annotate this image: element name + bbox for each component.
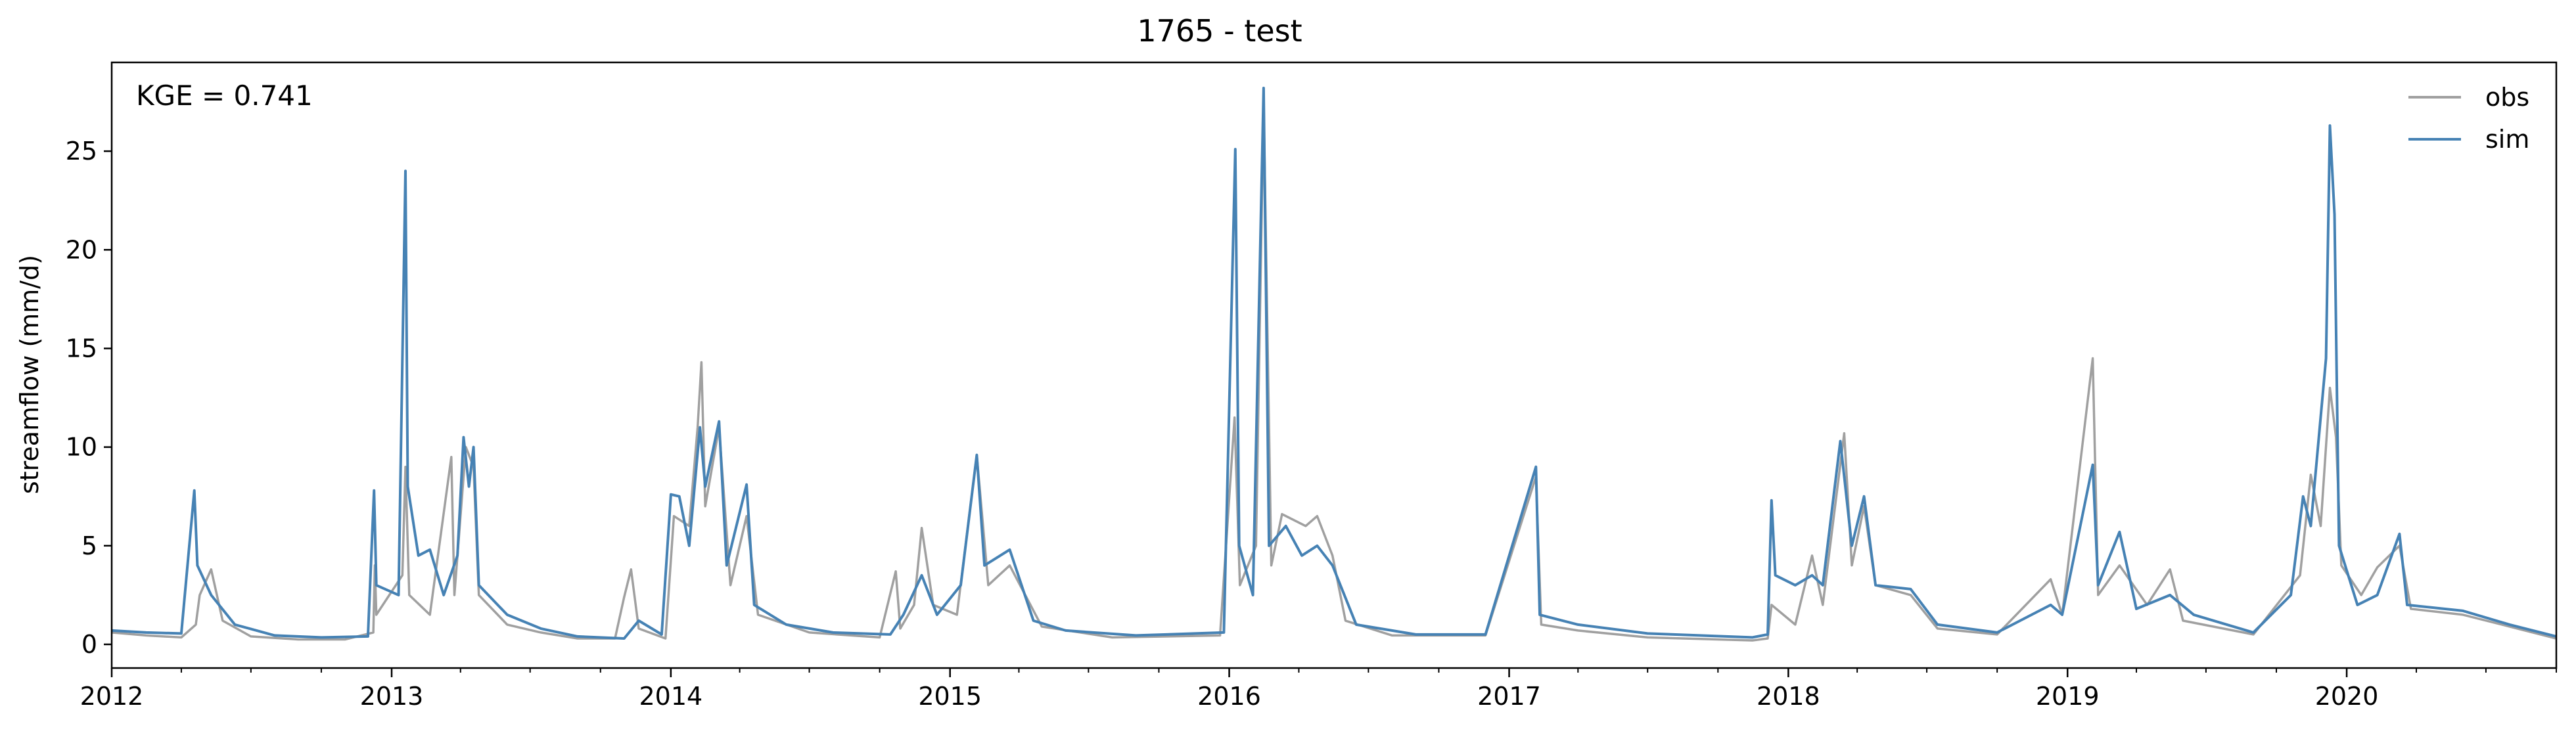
plot-frame xyxy=(110,61,2558,669)
x-tick-label: 2020 xyxy=(2315,682,2379,711)
chart-title: 1765 - test xyxy=(1137,13,1302,49)
legend: obs sim xyxy=(2408,83,2529,154)
x-tick-label: 2012 xyxy=(80,682,144,711)
legend-label-sim: sim xyxy=(2485,125,2529,154)
kge-annotation: KGE = 0.741 xyxy=(136,79,313,112)
x-tick-label: 2017 xyxy=(1477,682,1541,711)
x-tick-label: 2014 xyxy=(639,682,702,711)
x-tick-label: 2016 xyxy=(1197,682,1261,711)
x-tick-label: 2013 xyxy=(360,682,424,711)
series-line-obs xyxy=(111,100,2557,642)
x-tick-label: 2018 xyxy=(1757,682,1820,711)
y-tick-label: 5 xyxy=(81,531,97,560)
legend-label-obs: obs xyxy=(2485,83,2529,112)
series-line-sim xyxy=(111,87,2557,640)
plot-area xyxy=(111,87,2557,642)
y-tick-label: 0 xyxy=(81,630,97,659)
x-tick-label: 2015 xyxy=(918,682,982,711)
y-tick-label: 15 xyxy=(66,334,97,363)
y-tick-label: 20 xyxy=(66,235,97,264)
x-tick-label: 2019 xyxy=(2036,682,2100,711)
y-tick-label: 10 xyxy=(66,433,97,462)
y-axis-label: streamflow (mm/d) xyxy=(15,255,44,494)
y-tick-label: 25 xyxy=(66,137,97,166)
x-axis-ticks: 2012 2013 2014 2015 2016 2017 2018 2019 2020 xyxy=(80,668,2379,711)
y-axis-ticks: 0 5 10 15 20 25 xyxy=(66,137,112,659)
